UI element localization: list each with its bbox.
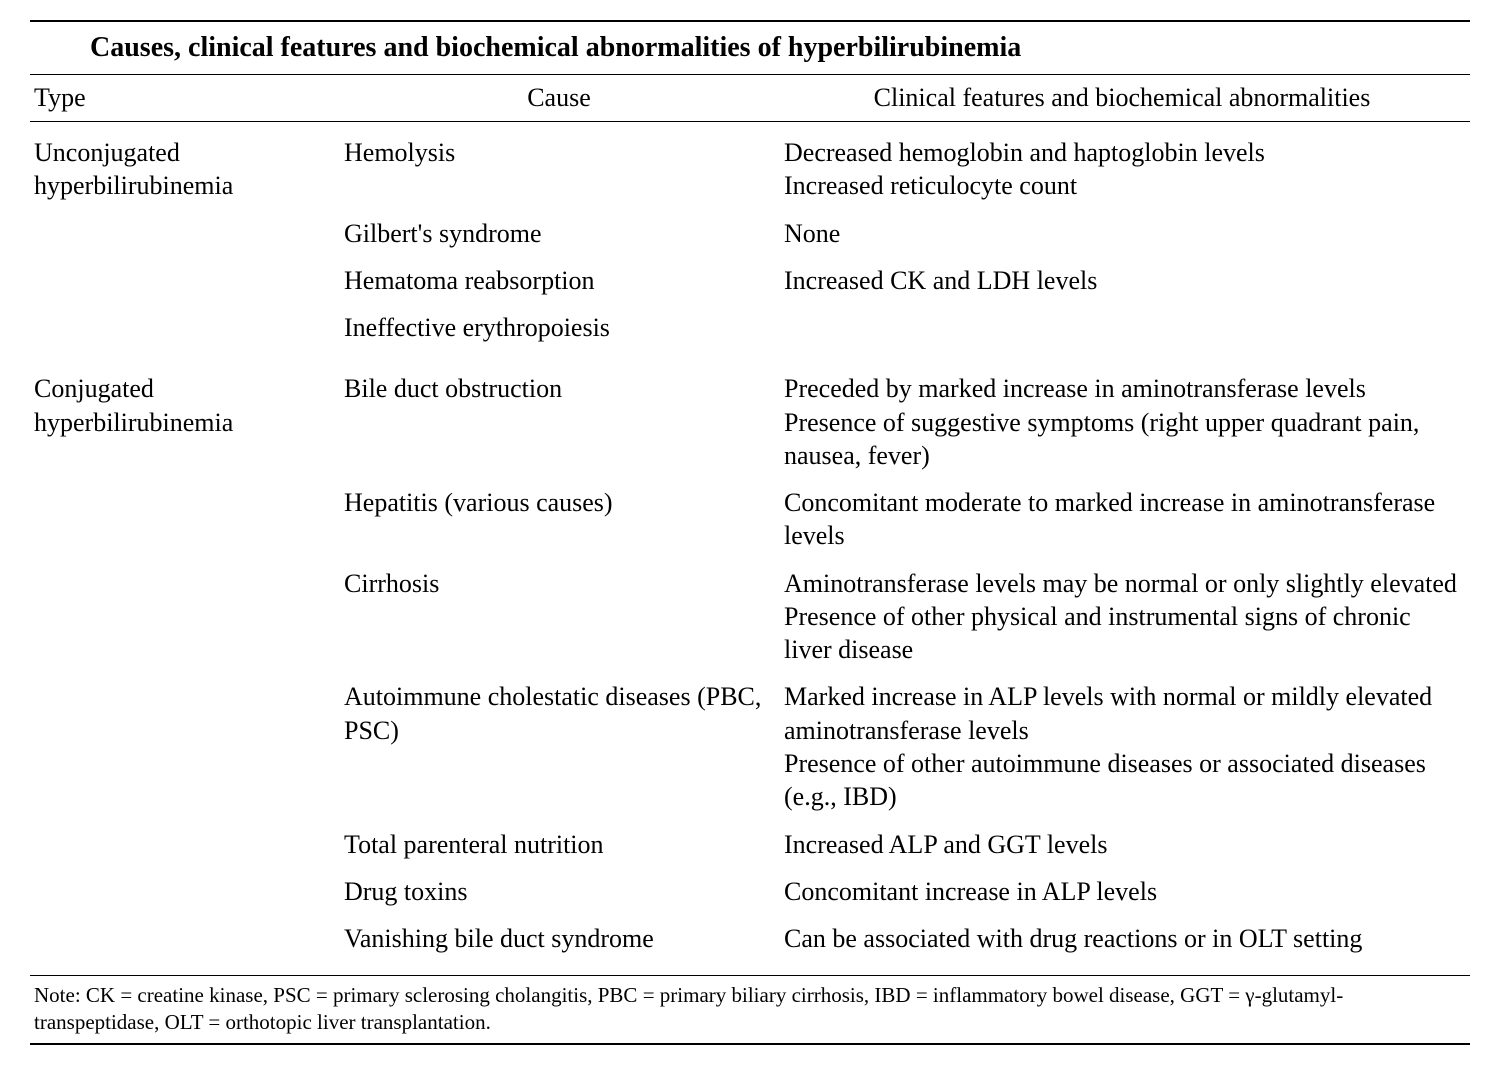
rows-column: Bile duct obstructionPreceded by marked … [344,372,1470,969]
feature-line: Increased reticulocyte count [784,169,1460,202]
features-cell: Increased CK and LDH levels [784,264,1470,297]
feature-line: Concomitant increase in ALP levels [784,875,1460,908]
table-row: Bile duct obstructionPreceded by marked … [344,372,1470,486]
table-row: Vanishing bile duct syndromeCan be assoc… [344,922,1470,969]
cause-cell: Bile duct obstruction [344,372,784,472]
feature-line: Concomitant moderate to marked increase … [784,486,1460,553]
features-cell: Can be associated with drug reactions or… [784,922,1470,955]
type-cell: Conjugated hyperbilirubinemia [30,372,344,969]
rows-column: HemolysisDecreased hemoglobin and haptog… [344,136,1470,358]
table-group: Unconjugated hyperbilirubinemiaHemolysis… [30,122,1470,358]
table-container: Causes, clinical features and biochemica… [30,20,1470,1045]
table-footnote: Note: CK = creatine kinase, PSC = primar… [30,976,1470,1045]
cause-cell: Gilbert's syndrome [344,217,784,250]
table-row: Gilbert's syndromeNone [344,217,1470,264]
features-cell: Aminotransferase levels may be normal or… [784,567,1470,667]
features-cell [784,311,1470,344]
features-cell: Concomitant increase in ALP levels [784,875,1470,908]
table-row: Autoimmune cholestatic diseases (PBC, PS… [344,680,1470,827]
feature-line: None [784,217,1460,250]
feature-line: Preceded by marked increase in aminotran… [784,372,1460,405]
feature-line: Presence of suggestive symptoms (right u… [784,406,1460,473]
features-cell: Preceded by marked increase in aminotran… [784,372,1470,472]
cause-cell: Ineffective erythropoiesis [344,311,784,344]
table-body: Unconjugated hyperbilirubinemiaHemolysis… [30,122,1470,976]
cause-cell: Autoimmune cholestatic diseases (PBC, PS… [344,680,784,813]
features-cell: None [784,217,1470,250]
cause-cell: Total parenteral nutrition [344,828,784,861]
cause-cell: Drug toxins [344,875,784,908]
table-row: Hematoma reabsorptionIncreased CK and LD… [344,264,1470,311]
feature-line: Increased CK and LDH levels [784,264,1460,297]
features-cell: Decreased hemoglobin and haptoglobin lev… [784,136,1470,203]
cause-cell: Hemolysis [344,136,784,203]
cause-cell: Vanishing bile duct syndrome [344,922,784,955]
header-features: Clinical features and biochemical abnorm… [784,83,1470,113]
features-cell: Increased ALP and GGT levels [784,828,1470,861]
table-row: Hepatitis (various causes)Concomitant mo… [344,486,1470,567]
table-header-row: Type Cause Clinical features and biochem… [30,75,1470,122]
cause-cell: Cirrhosis [344,567,784,667]
table-row: Total parenteral nutritionIncreased ALP … [344,828,1470,875]
table-row: Ineffective erythropoiesis [344,311,1470,358]
table-row: Drug toxinsConcomitant increase in ALP l… [344,875,1470,922]
header-cause: Cause [344,83,784,113]
feature-line: Increased ALP and GGT levels [784,828,1460,861]
table-row: HemolysisDecreased hemoglobin and haptog… [344,136,1470,217]
feature-line: Marked increase in ALP levels with norma… [784,680,1460,747]
feature-line: Presence of other physical and instrumen… [784,600,1460,667]
cause-cell: Hepatitis (various causes) [344,486,784,553]
header-type: Type [30,83,344,113]
features-cell: Concomitant moderate to marked increase … [784,486,1470,553]
feature-line: Aminotransferase levels may be normal or… [784,567,1460,600]
table-group: Conjugated hyperbilirubinemiaBile duct o… [30,358,1470,969]
cause-cell: Hematoma reabsorption [344,264,784,297]
type-cell: Unconjugated hyperbilirubinemia [30,136,344,358]
table-row: CirrhosisAminotransferase levels may be … [344,567,1470,681]
feature-line: Presence of other autoimmune diseases or… [784,747,1460,814]
feature-line: Decreased hemoglobin and haptoglobin lev… [784,136,1460,169]
feature-line: Can be associated with drug reactions or… [784,922,1460,955]
table-title: Causes, clinical features and biochemica… [30,20,1470,75]
features-cell: Marked increase in ALP levels with norma… [784,680,1470,813]
